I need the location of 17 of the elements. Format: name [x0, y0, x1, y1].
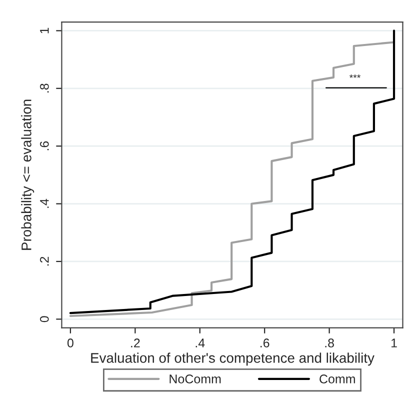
x-tick-label: .2 — [131, 338, 140, 348]
x-tick-label: 0 — [67, 338, 74, 348]
y-tick-label: .8 — [40, 84, 49, 92]
y-tick-label: .2 — [40, 256, 49, 266]
legend-label: NoComm — [170, 374, 221, 384]
legend-label: Comm — [320, 374, 355, 384]
x-tick-label: .6 — [260, 338, 270, 348]
y-tick-label: 0 — [40, 316, 49, 322]
x-axis-title: Evaluation of other's competence and likability — [91, 352, 374, 366]
x-tick-label: .8 — [325, 338, 334, 348]
annotation: *** — [349, 74, 361, 78]
y-tick-label: .6 — [40, 141, 49, 150]
x-tick-label: .4 — [196, 338, 205, 348]
y-tick-label: .4 — [40, 198, 49, 208]
y-axis-title: Probability <= evaluation — [21, 100, 34, 250]
x-tick-label: 1 — [391, 338, 397, 348]
y-tick-label: 1 — [40, 28, 49, 34]
